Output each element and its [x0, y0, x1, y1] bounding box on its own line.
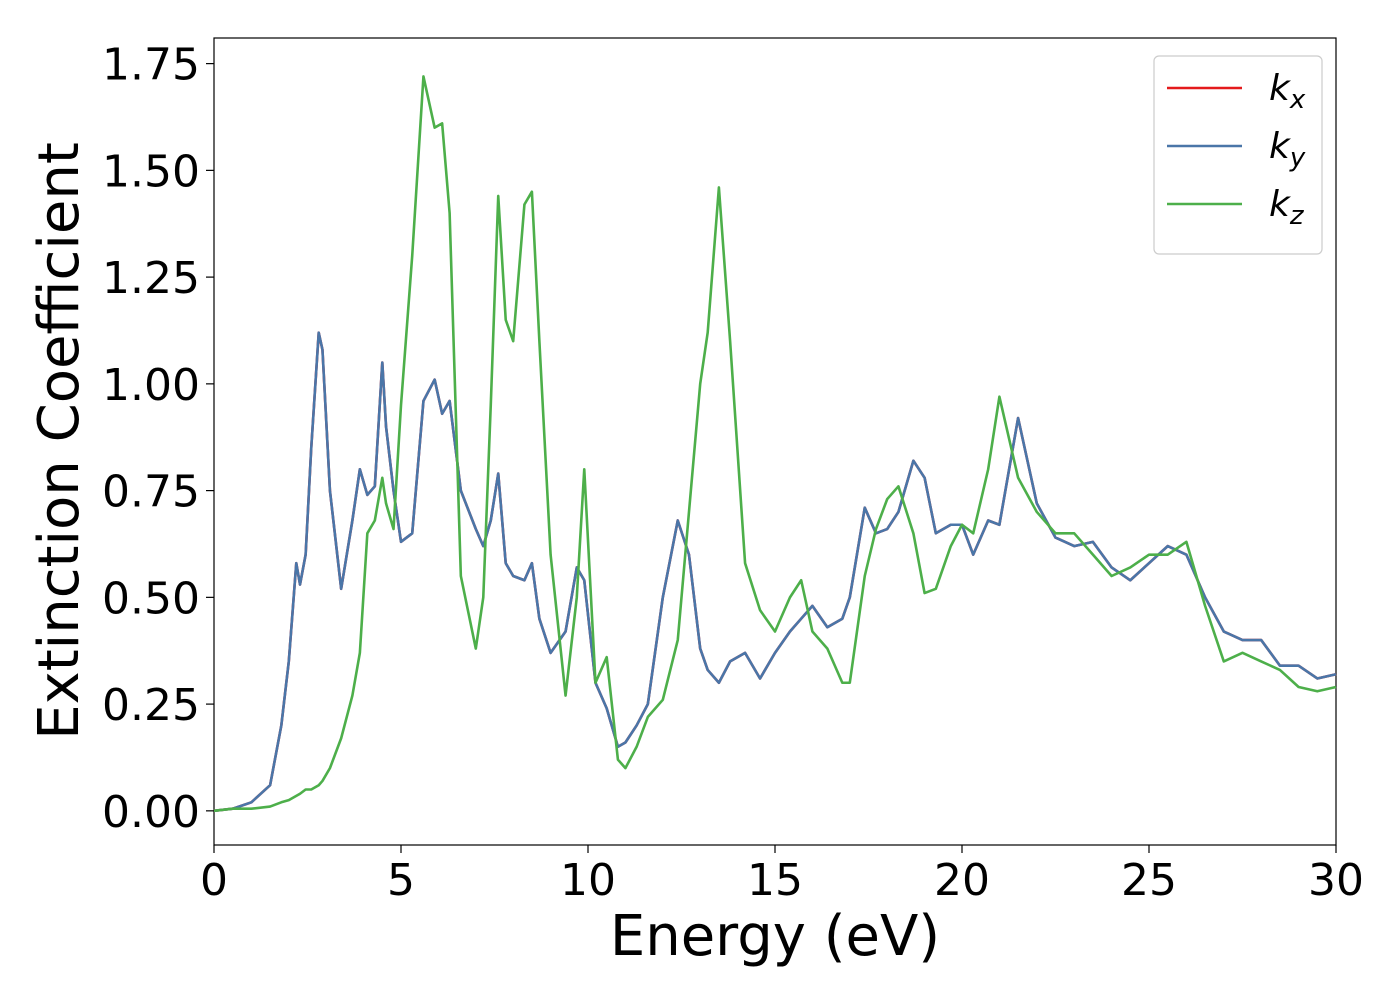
x-tick-label: 10 [560, 855, 616, 906]
y-tick-label: 0.50 [102, 573, 200, 624]
x-tick-label: 15 [747, 855, 803, 906]
x-tick-label: 0 [200, 855, 228, 906]
x-tick-label: 30 [1308, 855, 1364, 906]
y-axis-label: Extinction Coefficient [27, 142, 92, 740]
legend-label: kx [1269, 68, 1306, 115]
x-tick-label: 5 [387, 855, 415, 906]
x-tick-label: 25 [1121, 855, 1177, 906]
x-axis-label: Energy (eV) [610, 904, 940, 969]
x-tick-label: 20 [934, 855, 990, 906]
data-line [213, 331, 1337, 813]
data-line [213, 75, 1337, 813]
legend-label: kz [1269, 184, 1305, 231]
y-tick-label: 1.00 [102, 360, 200, 411]
y-tick-label: 0.25 [102, 680, 200, 731]
y-tick-label: 1.75 [102, 40, 200, 91]
y-tick-label: 0.75 [102, 467, 200, 518]
legend-label: ky [1269, 126, 1306, 173]
data-line [213, 331, 1337, 813]
y-tick-label: 1.25 [102, 253, 200, 304]
y-tick-label: 0.00 [102, 787, 200, 838]
y-tick-label: 1.50 [102, 146, 200, 197]
